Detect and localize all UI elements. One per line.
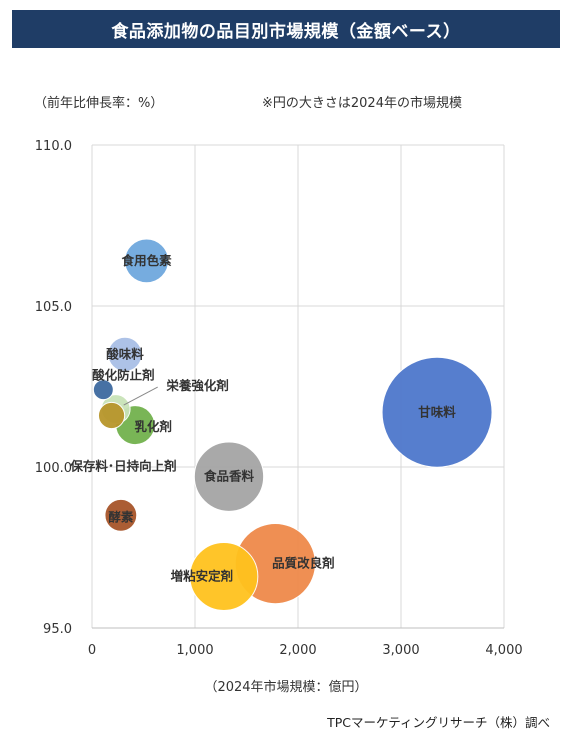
bubble <box>381 356 493 468</box>
bubble-label: 増粘安定剤 <box>171 568 234 583</box>
source-credit: TPCマーケティングリサーチ（株）調べ <box>327 715 550 730</box>
bubble-label: 保存料･日持向上剤 <box>69 458 176 473</box>
bubble-label: 食用色素 <box>121 253 173 268</box>
y-tick-label: 105.0 <box>35 300 72 315</box>
bubble <box>104 498 138 532</box>
x-tick-label: 1,000 <box>176 643 213 658</box>
bubble-label: 乳化剤 <box>135 419 173 434</box>
x-tick-label: 3,000 <box>382 643 419 658</box>
bubble-label: 品質改良剤 <box>272 556 335 571</box>
bubble <box>97 401 126 430</box>
size-note: ※円の大きさは2024年の市場規模 <box>262 96 462 111</box>
bubble-chart: 0 1,000 2,000 3,000 4,000 95.0 100.0 105.0 110.0… <box>35 139 523 658</box>
x-tick-label: 4,000 <box>485 643 522 658</box>
y-tick-label: 95.0 <box>43 622 72 637</box>
bubble <box>193 441 265 512</box>
y-tick-label: 100.0 <box>35 461 72 476</box>
bubble <box>124 238 169 284</box>
bubble-label: 酸味料 <box>106 346 144 361</box>
bubble-label: 酵素 <box>108 509 134 524</box>
x-tick-label: 2,000 <box>279 643 316 658</box>
chart-title: 食品添加物の品目別市場規模（金額ベース） <box>12 10 560 48</box>
bubble-label: 甘味料 <box>418 404 456 419</box>
y-tick-label: 110.0 <box>35 139 72 154</box>
y-unit-note: （前年比伸長率：%） <box>34 96 164 111</box>
bubble <box>92 379 114 401</box>
bubble <box>189 541 259 611</box>
x-axis-label: （2024年市場規模：億円） <box>204 680 368 695</box>
bubble-label: 食品香料 <box>203 469 255 484</box>
bubble-label: 酸化防止剤 <box>92 368 155 383</box>
bubble-label: 栄養強化剤 <box>165 378 229 393</box>
leader-line <box>123 386 158 406</box>
x-tick-label: 0 <box>88 643 96 658</box>
bubble <box>107 336 143 372</box>
